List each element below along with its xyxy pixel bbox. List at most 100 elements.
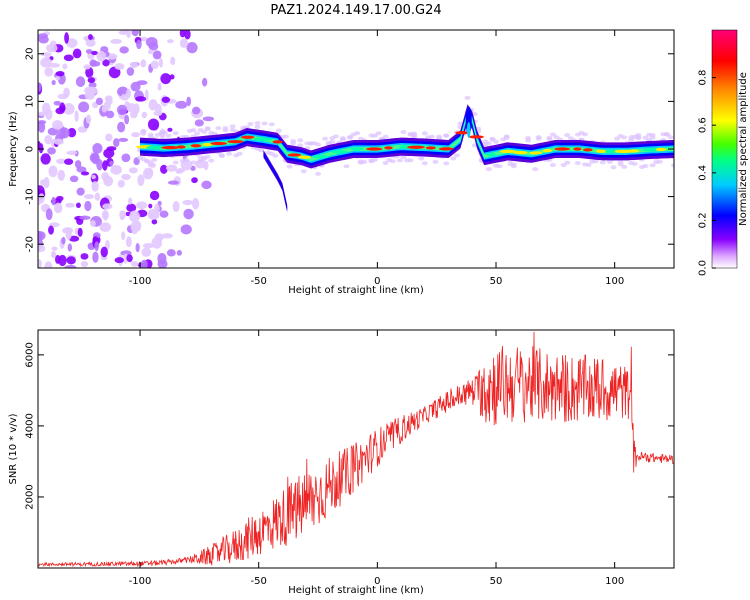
spectrogram-blob (38, 143, 44, 154)
spectrogram-blob (175, 100, 188, 109)
spectrogram-peak (542, 149, 553, 153)
spectrogram-xtick-label: 100 (605, 276, 624, 287)
spectrogram-halo (165, 133, 172, 138)
spectrogram-blob (40, 52, 52, 57)
spectrogram-peak (384, 146, 393, 150)
spectrogram-blob (72, 48, 82, 59)
spectrogram-blob (145, 36, 158, 48)
spectrogram-blob (80, 253, 89, 260)
spectrogram-halo (236, 151, 243, 156)
spectrogram-blob (110, 38, 123, 45)
spectrogram-blob (167, 180, 180, 185)
spectrogram-halo (382, 134, 389, 139)
spectrogram-blob (78, 101, 90, 113)
spectrogram-blob (126, 30, 131, 39)
spectrogram-blob (63, 54, 74, 62)
spectrogram-blob (91, 181, 99, 192)
spectrogram-peak (146, 145, 163, 150)
snr-xtick-label: 100 (605, 576, 624, 587)
spectrogram-blob (131, 30, 139, 37)
spectrogram-blob (179, 38, 188, 49)
snr-ytick-label: 6000 (25, 342, 36, 367)
spectrogram-blob (83, 64, 91, 70)
spectrogram-blob (44, 261, 53, 268)
spectrogram-blob (65, 228, 72, 240)
spectrogram-halo (222, 126, 229, 131)
spectrogram-blob (68, 235, 80, 242)
spectrogram-peak (210, 141, 227, 146)
spectrogram-blob (47, 147, 56, 155)
spectrogram-xtick-label: 50 (490, 276, 503, 287)
snr-xtick-label: 0 (374, 576, 380, 587)
spectrogram-halo (382, 160, 389, 165)
spectrogram-blob (135, 243, 140, 253)
spectrogram-peak (486, 153, 497, 157)
snr-data (38, 331, 674, 568)
spectrogram-blob (176, 249, 183, 256)
spectrogram-halo (144, 159, 151, 164)
snr-frame (37, 329, 675, 569)
spectrogram-blob (96, 51, 107, 62)
spectrogram-branch-core (263, 151, 288, 211)
spectrogram-blob (166, 249, 176, 257)
spectrogram-blob (126, 254, 133, 263)
spectrogram-halo (172, 131, 179, 136)
spectrogram-ylabel: Frequency (Hz) (8, 111, 19, 187)
spectrogram-blob (100, 46, 109, 53)
spectrogram-blob (92, 143, 103, 154)
spectrogram-halo (183, 157, 190, 162)
spectrogram-blob (64, 158, 74, 165)
spectrogram-halo (268, 122, 275, 127)
spectrogram-halo (215, 126, 222, 131)
spectrogram-halo (671, 163, 674, 168)
spectrogram-halo (290, 138, 297, 143)
spectrogram-peak (529, 151, 543, 155)
spectrogram-halo (261, 121, 268, 126)
spectrogram-blob (157, 253, 167, 265)
spectrogram-halo (667, 135, 674, 140)
spectrogram-blob (85, 86, 98, 96)
spectrogram-blob (135, 96, 147, 102)
colorbar-gradient (711, 29, 738, 269)
spectrogram-halo (564, 160, 571, 165)
spectrogram-blob (162, 233, 173, 239)
spectrogram-blob (195, 159, 207, 169)
spectrogram-halo (347, 135, 354, 140)
spectrogram-halo (190, 160, 197, 165)
spectrogram-halo (443, 161, 450, 166)
spectrogram-blob (166, 164, 178, 172)
spectrogram-halo (450, 156, 457, 161)
spectrogram-blob (130, 61, 139, 69)
spectrogram-halo (549, 132, 556, 137)
spectrogram-blob (201, 77, 208, 87)
spectrogram-halo (254, 124, 261, 129)
spectrogram-blob (167, 39, 174, 44)
spectrogram-blob (172, 200, 180, 213)
spectrogram-peak (297, 155, 312, 159)
spectrogram-halo (621, 164, 628, 169)
spectrogram-blob (85, 114, 92, 124)
spectrogram-xtick-label: 0 (374, 276, 380, 287)
spectrogram-halo (503, 135, 510, 140)
spectrogram-xlabel: Height of straight line (km) (288, 285, 424, 296)
spectrogram-blob (62, 63, 68, 70)
spectrogram-halo (204, 126, 211, 131)
spectrogram-halo (247, 122, 254, 127)
spectrogram-blob (65, 202, 75, 208)
spectrogram-halo (275, 128, 282, 133)
spectrogram-halo (549, 163, 556, 168)
colorbar-tick-label: 0.8 (698, 70, 709, 86)
spectrogram-blob (48, 225, 54, 235)
spectrogram-blob (54, 202, 63, 214)
spectrogram-halo (485, 167, 492, 172)
spectrogram-blob (160, 73, 172, 85)
spectrogram-halo (592, 159, 599, 164)
spectrogram-blob (126, 67, 135, 76)
spectrogram-peak (468, 135, 484, 139)
spectrogram-blob (124, 114, 130, 125)
spectrogram-blob (128, 197, 133, 205)
spectrogram-halo (343, 164, 350, 169)
spectrogram-blob (45, 108, 53, 120)
spectrogram-blob (88, 33, 93, 41)
spectrogram-halo (418, 156, 425, 161)
